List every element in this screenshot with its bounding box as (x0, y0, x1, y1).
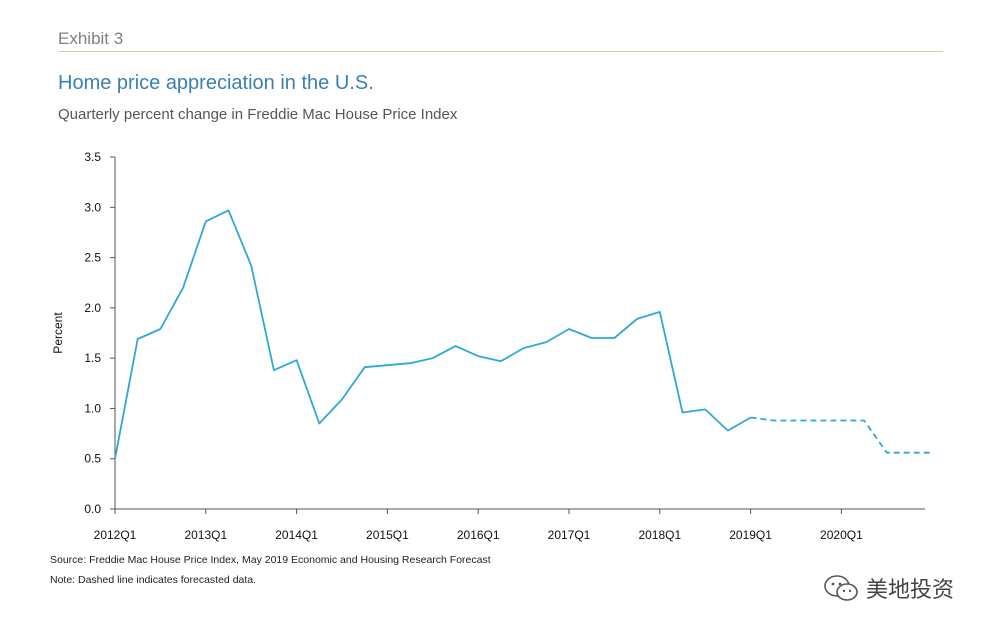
x-tick-label: 2012Q1 (94, 528, 137, 542)
series-line-forecast (750, 416, 933, 454)
y-tick-label: 1.0 (84, 401, 101, 415)
x-tick-label: 2018Q1 (638, 528, 681, 542)
x-tick-label: 2013Q1 (184, 528, 227, 542)
chart-title: Home price appreciation in the U.S. (58, 72, 374, 94)
forecast-note: Note: Dashed line indicates forecasted d… (50, 574, 257, 586)
y-tick-label: 1.5 (84, 351, 101, 365)
x-tick-label: 2020Q1 (820, 528, 863, 542)
header-divider (58, 51, 943, 52)
series-line-actual (114, 209, 752, 459)
line-chart: 0.0 0.5 1.0 1.5 2.0 2.5 3.0 3.5 2012Q1 2013Q1 2014… (51, 150, 933, 542)
source-note: Source: Freddie Mac House Price Index, M… (50, 554, 491, 566)
y-tick-label: 2.5 (84, 251, 101, 265)
chart-subtitle: Quarterly percent change in Freddie Mac … (58, 106, 458, 123)
watermark-text: 美地投资 (866, 577, 955, 602)
wechat-icon (824, 575, 858, 601)
y-tick-label: 0.5 (84, 452, 101, 466)
x-tick-label: 2014Q1 (275, 528, 318, 542)
exhibit-label: Exhibit 3 (58, 29, 124, 48)
x-tick-label: 2019Q1 (729, 528, 772, 542)
chart-series (114, 209, 933, 459)
x-tick-label: 2016Q1 (457, 528, 500, 542)
watermark: 美地投资 (822, 572, 954, 604)
y-tick-label: 2.0 (84, 301, 101, 315)
chart-axes (114, 157, 925, 510)
y-tick-label: 3.0 (84, 200, 101, 214)
y-tick-label: 0.0 (84, 502, 101, 516)
chart-ticks: 0.0 0.5 1.0 1.5 2.0 2.5 3.0 3.5 2012Q1 2013Q1 2014… (84, 150, 863, 542)
y-axis-label: Percent (51, 312, 65, 354)
y-tick-label: 3.5 (84, 150, 101, 164)
x-tick-label: 2017Q1 (548, 528, 591, 542)
x-tick-label: 2015Q1 (366, 528, 409, 542)
